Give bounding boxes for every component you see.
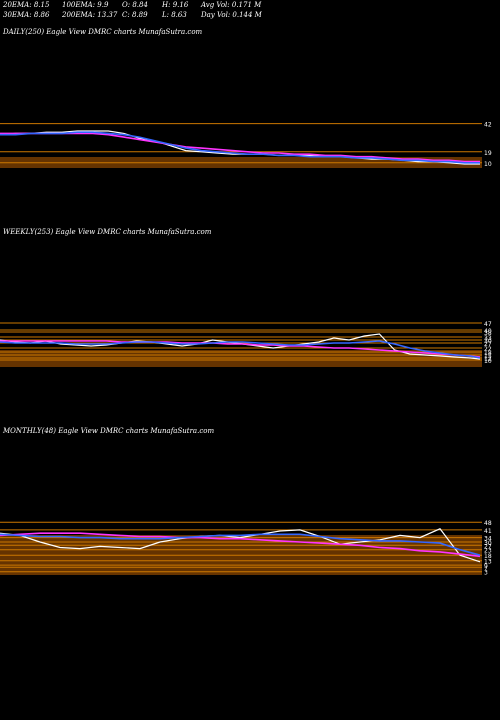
level-label: 18 [484, 553, 492, 560]
level-label: 22 [484, 346, 492, 353]
level-label: 47 [484, 321, 492, 328]
series-ema_blue [0, 533, 481, 556]
level-label: 7 [484, 565, 488, 572]
level-label: 13 [484, 559, 492, 566]
level-label: 41 [484, 528, 492, 535]
open-value: O: 8.84 [122, 1, 148, 9]
level-label: 30 [484, 540, 492, 547]
monthly-panel-title: MONTHLY(48) Eagle View DMRC charts Munaf… [3, 427, 215, 435]
day-vol-value: Day Vol: 0.144 M [201, 11, 262, 19]
ema20-value: 20EMA: 8.15 [3, 1, 50, 9]
high-value: H: 9.16 [162, 1, 189, 9]
level-label: 23 [484, 548, 492, 555]
daily-chart: 42 19 10 [0, 122, 492, 168]
level-label: 27 [484, 543, 492, 550]
level-label: 19 [484, 150, 492, 157]
ema200-value: 200EMA: 13.37 [62, 11, 118, 19]
level-label: 42 [484, 122, 492, 129]
series-ema_blue [0, 340, 481, 359]
ema30-value: 30EMA: 8.86 [3, 11, 50, 19]
level-label: 10 [484, 161, 492, 168]
level-label: 48 [484, 520, 492, 527]
level-label: 33 [484, 335, 492, 342]
level-label: 9 [484, 563, 488, 570]
series-ema_pink [0, 132, 480, 163]
weekly-panel-title: WEEKLY(253) Eagle View DMRC charts Munaf… [3, 228, 212, 236]
level-label: 40 [484, 328, 492, 335]
daily-panel-title: DAILY(250) Eagle View DMRC charts Munafa… [3, 28, 203, 36]
level-label: 34 [484, 536, 492, 543]
level-label: 3 [484, 570, 488, 577]
series-price [0, 528, 481, 563]
level-label: 38 [484, 330, 492, 337]
level-label: 15 [484, 353, 492, 360]
header: 20EMA: 8.15 100EMA: 9.9 O: 8.84 H: 9.16 … [0, 0, 500, 24]
series-ema_blue [0, 131, 480, 164]
close-value: C: 8.89 [122, 11, 148, 19]
avg-vol-value: Avg Vol: 0.171 M [201, 1, 262, 9]
series-ema_pink [0, 532, 481, 558]
level-label: 30 [484, 338, 492, 345]
level-label: 27 [484, 341, 492, 348]
level-label: 18 [484, 350, 492, 357]
level-label: 12 [484, 356, 492, 363]
low-value: L: 8.63 [162, 11, 187, 19]
series-ema_pink [0, 340, 481, 358]
ema100-value: 100EMA: 9.9 [62, 1, 109, 9]
level-label: 10 [484, 358, 492, 365]
